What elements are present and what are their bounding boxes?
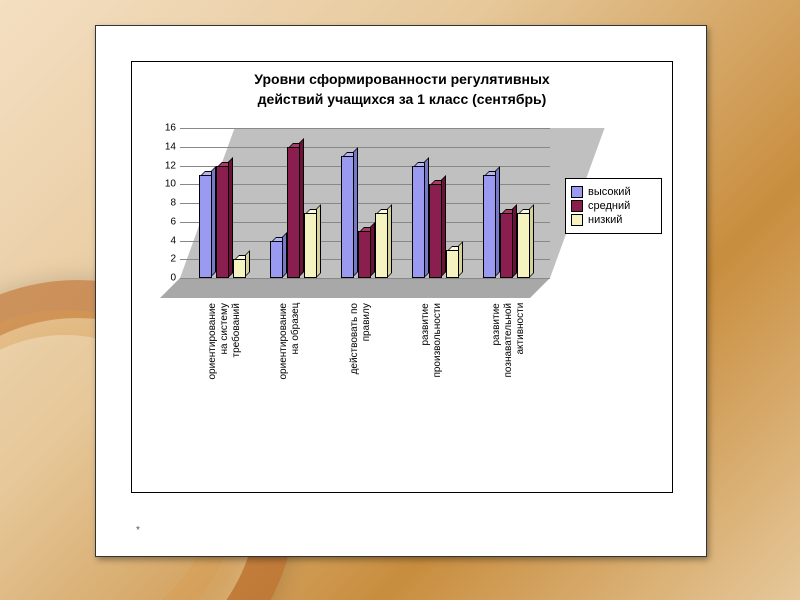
- chart-title: Уровни сформированности регулятивных дей…: [132, 62, 672, 113]
- plot-floor: [160, 278, 550, 298]
- y-tick-label: 4: [170, 235, 176, 246]
- legend: высокий средний низкий: [565, 178, 662, 234]
- bar: [287, 147, 300, 278]
- footnote: *: [136, 525, 140, 536]
- chart-title-line2: действий учащихся за 1 класс (сентябрь): [258, 91, 547, 107]
- bar-cluster: [195, 128, 251, 278]
- bar: [375, 213, 388, 279]
- y-tick-label: 14: [165, 141, 176, 152]
- bar: [233, 259, 246, 278]
- bar-cluster: [337, 128, 393, 278]
- legend-label: средний: [588, 200, 630, 212]
- bar: [517, 213, 530, 279]
- x-tick-label: развитие познавательной активности: [491, 303, 527, 378]
- y-tick-label: 6: [170, 216, 176, 227]
- bar-cluster: [479, 128, 535, 278]
- x-tick-label: действовать по правилу: [349, 303, 373, 374]
- legend-swatch: [571, 186, 583, 198]
- bar: [446, 250, 459, 278]
- gridline: [180, 278, 550, 279]
- bar-cluster: [408, 128, 464, 278]
- bar: [412, 166, 425, 279]
- chart-title-line1: Уровни сформированности регулятивных: [254, 71, 549, 87]
- legend-swatch: [571, 200, 583, 212]
- y-tick-label: 2: [170, 254, 176, 265]
- y-tick-label: 12: [165, 160, 176, 171]
- x-axis-labels: ориентирование на систему требований орие…: [180, 303, 550, 453]
- bar-cluster: [266, 128, 322, 278]
- bar: [483, 175, 496, 278]
- chart-body: 0246810121416 ориентирование на систему …: [132, 113, 672, 463]
- bar: [341, 156, 354, 278]
- legend-label: низкий: [588, 214, 622, 226]
- bar: [304, 213, 317, 279]
- bar: [500, 213, 513, 279]
- bar: [429, 184, 442, 278]
- legend-swatch: [571, 214, 583, 226]
- content-card: Уровни сформированности регулятивных дей…: [95, 25, 707, 557]
- legend-item: высокий: [571, 186, 656, 198]
- bar: [199, 175, 212, 278]
- bar: [358, 231, 371, 278]
- bar: [270, 241, 283, 279]
- x-tick-label: развитие произвольности: [420, 303, 444, 378]
- legend-item: средний: [571, 200, 656, 212]
- x-tick-label: ориентирование на образец: [278, 303, 302, 380]
- y-tick-label: 8: [170, 198, 176, 209]
- slide-background: Уровни сформированности регулятивных дей…: [0, 0, 800, 600]
- y-tick-label: 16: [165, 123, 176, 134]
- bar: [216, 166, 229, 279]
- legend-label: высокий: [588, 186, 631, 198]
- x-tick-label: ориентирование на систему требований: [207, 303, 243, 380]
- plot-area: [180, 128, 550, 278]
- chart-container: Уровни сформированности регулятивных дей…: [131, 61, 673, 493]
- y-tick-label: 10: [165, 179, 176, 190]
- legend-item: низкий: [571, 214, 656, 226]
- y-axis: 0246810121416: [152, 128, 178, 288]
